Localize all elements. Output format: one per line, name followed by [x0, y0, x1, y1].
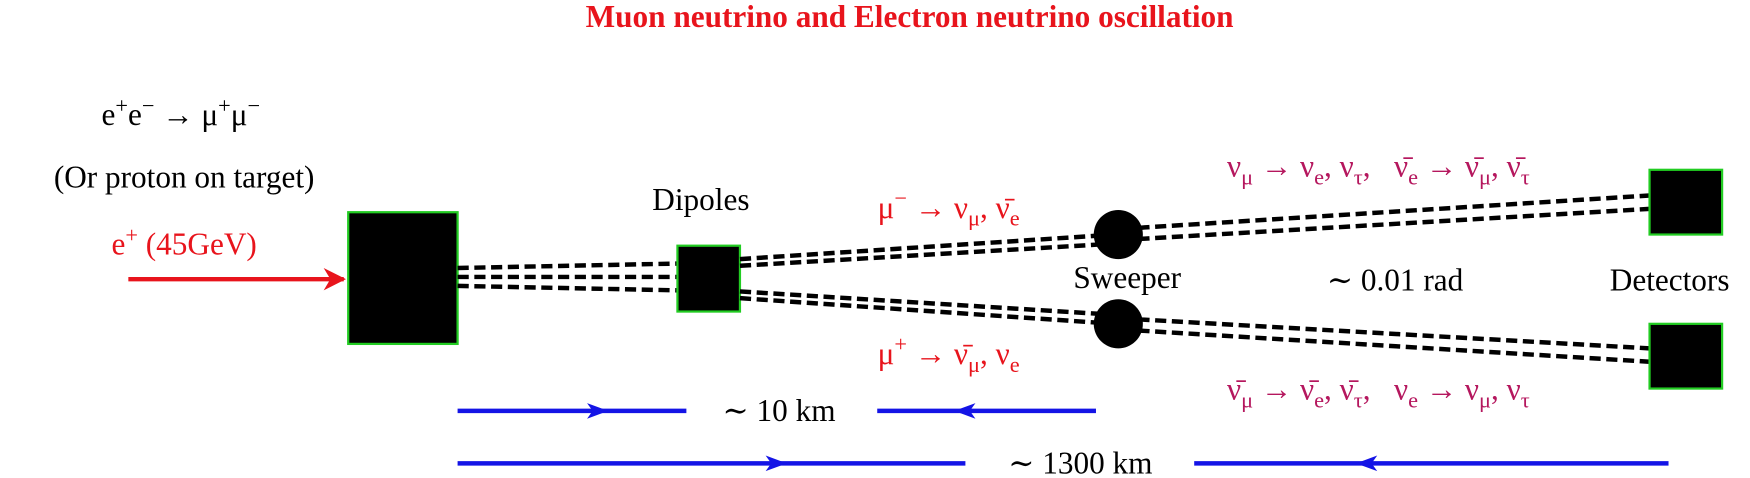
sweeper-bottom	[1093, 299, 1143, 349]
text-part: , ν̄	[1363, 149, 1413, 184]
beam-lines	[457, 261, 678, 293]
detectors-label: Detectors	[1610, 262, 1730, 297]
text-part: → ν	[907, 190, 968, 225]
angle-label: ∼ 0.01 rad	[1327, 262, 1464, 297]
text-part: , ν	[1324, 149, 1354, 184]
target	[347, 211, 459, 346]
sweeper-label: Sweeper	[1073, 260, 1181, 295]
superscript: −	[894, 186, 907, 211]
superscript: +	[218, 93, 231, 118]
subscript: e	[1408, 388, 1418, 413]
text-part: μ	[878, 336, 895, 371]
subscript: μ	[1241, 388, 1253, 413]
subscript: μ	[1479, 164, 1491, 189]
text-part: , ν̄	[1491, 149, 1526, 184]
text-part: , ν̄	[980, 190, 1015, 225]
text-part: , ν	[1363, 372, 1408, 407]
detector-bottom	[1648, 322, 1724, 390]
subscript: e	[1010, 206, 1020, 231]
subscript: τ	[1354, 164, 1363, 189]
subscript: τ	[1521, 388, 1530, 413]
oscillation-top-label: νμ → νe, ντ, ν̄e → ν̄μ, ν̄τ	[1227, 149, 1530, 190]
subscript: μ	[1241, 164, 1253, 189]
text-part: , ν	[980, 336, 1010, 371]
detector-top	[1648, 168, 1724, 236]
text-part: e	[128, 97, 142, 132]
alternative-label: (Or proton on target)	[54, 160, 315, 195]
long-distance-label: ∼ 1300 km	[1008, 445, 1152, 478]
text-part: ν	[1227, 149, 1241, 184]
superscript: +	[894, 332, 907, 357]
text-part: μ	[878, 190, 895, 225]
neutrino-lines	[1138, 193, 1650, 364]
text-part: (45GeV)	[138, 227, 257, 262]
dipoles-label: Dipoles	[652, 182, 749, 217]
text-part: → ν	[1253, 149, 1314, 184]
text-part: → ν̄	[1253, 372, 1319, 407]
text-part: → ν̄	[907, 336, 973, 371]
text-part: → μ	[154, 97, 218, 132]
short-distance-arrows	[457, 403, 1096, 419]
subscript: e	[1314, 388, 1324, 413]
text-part: → ν̄	[1418, 149, 1484, 184]
text-part: e	[111, 227, 125, 262]
text-part: , ν	[1491, 372, 1521, 407]
beam-label: e+ (45GeV)	[111, 222, 256, 261]
subscript: μ	[968, 352, 980, 377]
subscript: e	[1314, 164, 1324, 189]
text-part: μ	[231, 97, 248, 132]
subscript: τ	[1521, 164, 1530, 189]
superscript: −	[142, 93, 155, 118]
process-label: e+e− → μ+μ−	[102, 93, 261, 132]
sweeper-top	[1093, 209, 1143, 260]
text-part: → ν	[1418, 372, 1479, 407]
superscript: +	[115, 93, 128, 118]
subscript: τ	[1354, 388, 1363, 413]
subscript: μ	[968, 206, 980, 231]
muon-lines	[739, 233, 1099, 325]
long-distance-arrows	[457, 455, 1669, 472]
subscript: e	[1010, 352, 1020, 377]
superscript: +	[125, 222, 138, 247]
text-part: , ν̄	[1324, 372, 1359, 407]
subscript: e	[1408, 164, 1418, 189]
short-distance-label: ∼ 10 km	[723, 393, 836, 428]
dipole	[676, 244, 742, 313]
decay-plus-label: μ+ → ν̄μ, νe	[878, 332, 1020, 377]
oscillation-bottom-label: ν̄μ → ν̄e, ν̄τ, νe → νμ, ντ	[1227, 372, 1530, 413]
decay-minus-label: μ− → νμ, ν̄e	[878, 186, 1020, 231]
superscript: −	[247, 93, 260, 118]
title: Muon neutrino and Electron neutrino osci…	[586, 0, 1234, 34]
subscript: μ	[1479, 388, 1491, 413]
text-part: e	[102, 97, 116, 132]
